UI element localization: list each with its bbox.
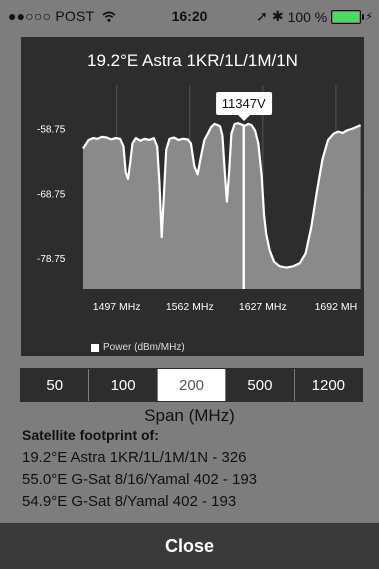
span-option-500[interactable]: 500: [226, 369, 295, 401]
footprint-item: 19.2°E Astra 1KR/1L/1M/1N - 326: [22, 449, 247, 466]
battery-percent: 100 %: [287, 8, 328, 25]
wifi-icon: [102, 11, 116, 22]
legend-swatch: [91, 343, 99, 352]
y-tick-label: -68.75: [37, 189, 66, 200]
y-tick-label: -58.75: [37, 125, 66, 136]
legend-label: Power (dBm/MHz): [103, 342, 185, 353]
transponder-tooltip: 11347V: [215, 92, 272, 121]
x-tick-label: 1497 MHz: [93, 301, 141, 313]
battery-tip: [362, 13, 365, 20]
status-bar: ●●○○○ POST 16:20 ➚ ✱ 100 % ⚡: [0, 0, 379, 32]
carrier-signal: ●●○○○ POST: [8, 8, 116, 24]
y-tick-label: -78.75: [37, 254, 66, 265]
x-tick-label: 1692 MH: [315, 301, 358, 313]
x-tick-label: 1562 MHz: [166, 301, 214, 313]
status-time: 16:20: [171, 8, 208, 24]
close-button[interactable]: Close: [0, 523, 379, 569]
spectrum-line: [82, 122, 362, 269]
chart-legend: Power (dBm/MHz): [91, 342, 185, 353]
spectrum-chart[interactable]: -58.75 -68.75 -78.75 1497 MHz 1562 MHz 1627 M…: [21, 37, 364, 356]
span-option-200[interactable]: 200: [157, 369, 227, 401]
carrier-label: ●●○○○ POST: [8, 8, 95, 24]
span-selector: 50 100 200 500 1200: [20, 368, 363, 402]
spectrum-plot: -58.75 -68.75 -78.75 1497 MHz 1562 MHz 1627 M…: [37, 85, 362, 313]
chart-title: 19.2°E Astra 1KR/1L/1M/1N: [87, 51, 298, 70]
status-right: ➚ ✱ 100 % ⚡: [256, 8, 373, 25]
footprint-title: Satellite footprint of:: [22, 427, 159, 443]
span-option-50[interactable]: 50: [21, 369, 90, 401]
location-icon: ➚: [256, 8, 268, 24]
battery-fill: [333, 11, 360, 22]
bluetooth-icon: ✱: [271, 8, 284, 24]
charging-icon: ⚡: [365, 11, 373, 23]
battery-icon: [331, 9, 365, 24]
spectrum-area: [83, 123, 361, 289]
span-option-1200[interactable]: 1200: [294, 369, 363, 401]
x-tick-label: 1627 MHz: [239, 301, 287, 313]
footprint-item: 55.0°E G-Sat 8/16/Yamal 402 - 193: [22, 471, 258, 488]
span-option-100[interactable]: 100: [89, 369, 158, 401]
footprint-item: 54.9°E G-Sat 8/Yamal 402 - 193: [22, 493, 237, 510]
span-label: Span (MHz): [144, 406, 235, 425]
satellite-footprint: Satellite footprint of: 19.2°E Astra 1KR…: [22, 427, 257, 515]
